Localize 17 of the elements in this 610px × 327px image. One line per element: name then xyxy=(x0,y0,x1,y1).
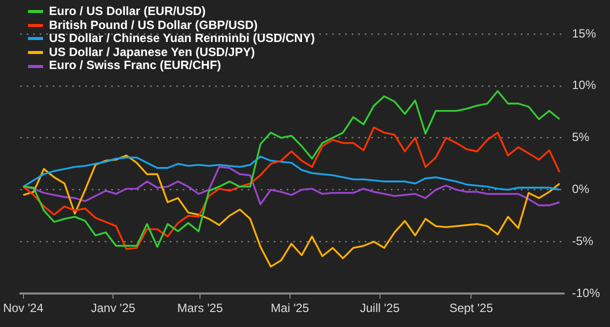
legend-label: Euro / Swiss Franc (EUR/CHF) xyxy=(49,58,222,73)
y-tick-label: 0% xyxy=(572,182,590,196)
y-tick-label: -5% xyxy=(572,234,594,248)
legend-label: British Pound / US Dollar (GBP/USD) xyxy=(49,18,258,32)
x-tick-label: Janv '25 xyxy=(90,301,136,316)
legend-label: US Dollar / Japanese Yen (USD/JPY) xyxy=(49,44,255,60)
x-tick-label: Sept '25 xyxy=(449,301,494,316)
x-tick-label: Mars '25 xyxy=(177,301,224,316)
y-tick-label: -10% xyxy=(572,286,600,300)
x-tick-label: Nov '24 xyxy=(3,301,44,316)
legend-label: Euro / US Dollar (EUR/USD) xyxy=(49,4,206,19)
x-tick-label: Mai '25 xyxy=(270,301,310,316)
y-tick-label: 10% xyxy=(572,78,596,92)
legend-label: US Dollar / Chinese Yuan Renminbi (USD/CNY) xyxy=(49,31,315,46)
x-tick-label: Juill '25 xyxy=(360,301,400,316)
y-tick-label: 15% xyxy=(572,26,596,40)
y-tick-label: 5% xyxy=(572,130,590,144)
